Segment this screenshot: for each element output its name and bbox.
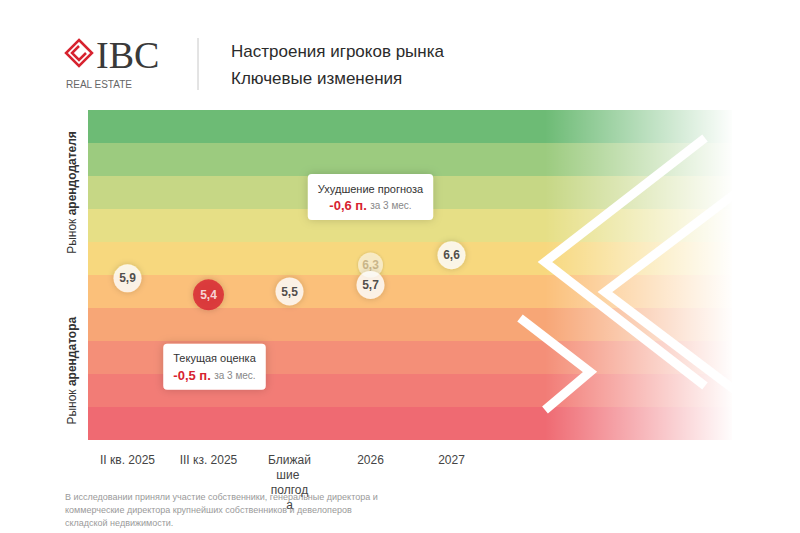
svg-text:коммерческие директора крупней: коммерческие директора крупнейших собств… bbox=[65, 505, 354, 515]
svg-text:Рынок: Рынок bbox=[65, 218, 79, 254]
svg-text:Ближай: Ближай bbox=[268, 453, 311, 467]
svg-text:5,5: 5,5 bbox=[281, 285, 298, 299]
svg-text:II кв. 2025: II кв. 2025 bbox=[100, 453, 155, 467]
svg-text:арендодателя: арендодателя bbox=[65, 131, 79, 215]
svg-text:складской недвижимости.: складской недвижимости. bbox=[65, 518, 173, 528]
svg-text:REAL ESTATE: REAL ESTATE bbox=[66, 79, 132, 90]
svg-text:6,6: 6,6 bbox=[443, 248, 460, 262]
svg-text:шие: шие bbox=[276, 468, 302, 482]
svg-text:-0,6 п.: -0,6 п. bbox=[329, 198, 366, 213]
svg-text:полгод: полгод bbox=[271, 483, 308, 497]
svg-text:2026: 2026 bbox=[357, 453, 384, 467]
svg-text:2027: 2027 bbox=[438, 453, 465, 467]
svg-text:за 3 мес.: за 3 мес. bbox=[214, 370, 255, 381]
svg-text:IBC: IBC bbox=[96, 34, 159, 76]
svg-text:-0,5 п.: -0,5 п. bbox=[173, 368, 210, 383]
svg-text:В исследовании приняли участие: В исследовании приняли участие собственн… bbox=[65, 492, 380, 502]
svg-text:6,3: 6,3 bbox=[362, 258, 379, 272]
svg-text:Текущая оценка: Текущая оценка bbox=[173, 352, 256, 364]
svg-text:Ухудшение прогноза: Ухудшение прогноза bbox=[318, 183, 424, 195]
svg-text:за 3 мес.: за 3 мес. bbox=[370, 200, 411, 211]
svg-text:5,9: 5,9 bbox=[119, 271, 136, 285]
svg-text:Ключевые изменения: Ключевые изменения bbox=[231, 69, 402, 88]
svg-text:арендатора: арендатора bbox=[65, 316, 79, 386]
svg-text:Настроения игроков рынка: Настроения игроков рынка bbox=[231, 42, 445, 61]
svg-text:5,7: 5,7 bbox=[362, 278, 379, 292]
svg-text:III кз. 2025: III кз. 2025 bbox=[180, 453, 238, 467]
svg-text:5,4: 5,4 bbox=[200, 288, 217, 302]
svg-text:Рынок: Рынок bbox=[65, 389, 79, 425]
svg-text:а: а bbox=[286, 498, 293, 512]
